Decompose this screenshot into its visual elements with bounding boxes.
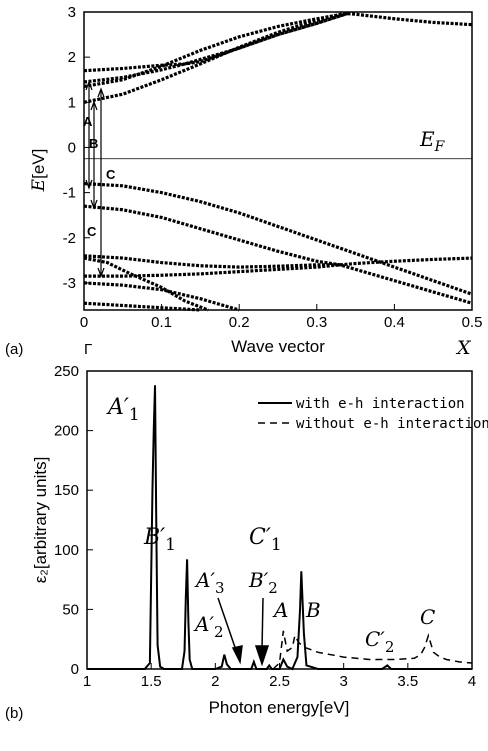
spectra-curves [87, 385, 473, 671]
arrow-a-bottom-head [85, 179, 93, 190]
transition-arrows [85, 80, 105, 278]
panel-a-frame [83, 11, 473, 311]
band-7 [84, 263, 341, 278]
peak-label-b1: B′1 [143, 525, 176, 555]
arrow-b-head [90, 100, 98, 111]
a-ytick-label: 3 [68, 4, 76, 21]
peak-label-a3: A′3 [194, 568, 225, 597]
peak-label-a2: A′2 [193, 612, 224, 641]
a-ytick-label: -1 [63, 185, 76, 202]
panel-b-y-ticks: 0 50 100 150 200 250 [54, 363, 93, 678]
panel-b-xlabel: Photon energy[eV] [209, 698, 350, 717]
peak-label-c1: C′1 [249, 525, 282, 555]
legend-solid-label: with e-h interaction [296, 396, 465, 412]
a-xtick-label: 0.5 [462, 314, 483, 331]
peak-label-b2: B′2 [248, 568, 278, 597]
a-ytick-label: 0 [68, 139, 76, 156]
panel-a-label: (a) [5, 341, 23, 358]
b-xtick-label: 1.5 [141, 673, 162, 690]
b-xtick-label: 2.5 [269, 673, 290, 690]
panel-a-x-ticks: 0 0.1 0.2 0.3 0.4 0.5 [80, 304, 483, 331]
panel-b-ylabel: ε₂[arbitrary units] [31, 457, 50, 584]
b-ytick-label: 100 [54, 542, 79, 559]
a-ytick-label: 2 [68, 49, 76, 66]
peak-arrows [217, 597, 270, 667]
band-5 [83, 204, 473, 305]
legend: with e-h interaction without e-h interac… [258, 396, 488, 432]
b-xtick-label: 1 [83, 673, 91, 690]
band-10 [83, 301, 201, 312]
panel-b-label: (b) [5, 705, 23, 722]
transition-label-c-upper: C [106, 167, 116, 182]
band-3 [83, 11, 349, 73]
a-ytick-label: -2 [63, 230, 76, 247]
b-ytick-label: 50 [62, 601, 79, 618]
b-xtick-label: 3.5 [397, 673, 418, 690]
arrow-a3 [217, 597, 239, 657]
band-2 [83, 11, 349, 84]
transition-label-b: B [89, 136, 98, 151]
b-ytick-label: 0 [71, 661, 79, 678]
b-ytick-label: 250 [54, 363, 79, 380]
band-curves [83, 11, 473, 312]
peak-label-a1: A′1 [106, 395, 140, 425]
peak-label-c: C [420, 605, 435, 629]
transition-label-a: A [83, 114, 93, 129]
b-xtick-label: 3 [339, 673, 347, 690]
panel-b-x-ticks: 1 1.5 2 2.5 3 3.5 4 [83, 663, 476, 690]
arrow-b2 [261, 597, 264, 651]
b-ytick-label: 200 [54, 423, 79, 440]
a-xtick-label: 0.4 [384, 314, 405, 331]
band-0 [83, 11, 473, 104]
a-xtick-label: 0.3 [306, 314, 327, 331]
a-xtick-label: 0.1 [151, 314, 172, 331]
arrow-a3-head [231, 645, 243, 665]
b-ytick-label: 150 [54, 482, 79, 499]
panel-b: 1 1.5 2 2.5 3 3.5 4 0 50 100 150 200 250 with e-h i… [5, 363, 488, 722]
a-ytick-label: -3 [63, 275, 76, 292]
gamma-point-label: Γ [84, 341, 92, 358]
legend-dashed-label: without e-h interaction [296, 416, 488, 432]
peak-label-b: B [305, 598, 321, 622]
band-8 [83, 256, 209, 312]
band-4 [83, 181, 473, 296]
arrow-c-down-head [97, 267, 105, 278]
panel-a-xlabel: Wave vector [231, 337, 325, 356]
peak-label-c2: C′2 [365, 627, 394, 656]
panel-a-ylabel: E[eV] [29, 149, 49, 193]
arrow-a-head [85, 80, 93, 91]
band-6 [83, 254, 473, 269]
arrow-c-up-head [97, 87, 105, 98]
panel-a-y-ticks: -3 -2 -1 0 1 2 3 [63, 4, 90, 292]
arrow-b2-head [254, 645, 270, 667]
x-point-label: X [455, 337, 472, 359]
a-ytick-label: 1 [68, 94, 76, 111]
band-9 [83, 281, 240, 312]
panel-a: 0 0.1 0.2 0.3 0.4 0.5 -3 -2 -1 0 1 2 3 A B C C EF E… [5, 4, 482, 359]
a-xtick-label: 0 [80, 314, 88, 331]
spectrum-series-0 [87, 385, 472, 671]
b-xtick-label: 2 [211, 673, 219, 690]
fermi-label: EF [419, 127, 446, 155]
spectrum-series-1 [272, 630, 473, 670]
peak-label-a: A [272, 598, 288, 622]
transition-label-c-lower: C [87, 224, 97, 239]
b-xtick-label: 4 [468, 673, 476, 690]
a-xtick-label: 0.2 [229, 314, 250, 331]
arrow-b-bottom-head [90, 199, 98, 210]
